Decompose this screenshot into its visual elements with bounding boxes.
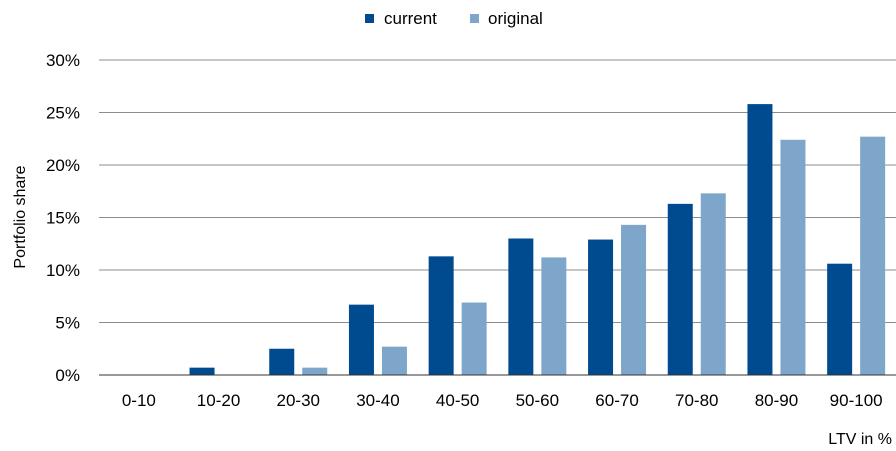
bars (189, 104, 886, 375)
x-tick-label: 70-80 (675, 391, 718, 410)
bar-original-60-70 (621, 224, 647, 375)
bar-original-50-60 (541, 257, 567, 375)
y-tick-label: 5% (55, 314, 80, 333)
x-axis-label: LTV in % (828, 431, 892, 448)
bar-original-70-80 (700, 193, 726, 375)
x-tick-label: 30-40 (356, 391, 399, 410)
legend-swatch-original (470, 14, 479, 23)
gridlines (99, 59, 896, 323)
x-tick-label: 20-30 (277, 391, 320, 410)
x-tick-label: 80-90 (755, 391, 798, 410)
bar-original-40-50 (461, 302, 487, 375)
bar-original-30-40 (381, 346, 407, 375)
bar-current-50-60 (508, 238, 534, 375)
x-tick-label: 40-50 (436, 391, 479, 410)
bar-current-90-100 (827, 263, 853, 375)
y-tick-label: 10% (46, 261, 80, 280)
legend-swatch-current (365, 14, 374, 23)
x-tick-label: 10-20 (197, 391, 240, 410)
bar-current-60-70 (588, 239, 614, 375)
legend-label-original: original (488, 9, 543, 28)
y-tick-label: 30% (46, 51, 80, 70)
y-tick-label: 25% (46, 104, 80, 123)
bar-original-20-30 (302, 367, 328, 375)
x-tick-labels: 0-10 10-20 20-30 30-40 40-50 50-60 60-70 70-80 8… (122, 391, 883, 410)
bar-current-20-30 (269, 348, 295, 375)
y-tick-labels: 0% 5% 10% 15% 20% 25% 30% (46, 51, 80, 385)
x-tick-label: 50-60 (516, 391, 559, 410)
bar-current-10-20 (189, 367, 215, 375)
x-tick-label: 0-10 (122, 391, 156, 410)
bar-current-30-40 (348, 304, 374, 375)
bar-original-80-90 (780, 139, 806, 375)
y-tick-label: 15% (46, 209, 80, 228)
bar-current-70-80 (667, 203, 693, 375)
legend: current original (365, 9, 543, 28)
bar-current-40-50 (428, 256, 454, 375)
bar-original-90-100 (860, 136, 886, 375)
x-tick-label: 90-100 (830, 391, 883, 410)
bar-current-80-90 (747, 104, 773, 375)
y-tick-label: 20% (46, 156, 80, 175)
y-axis-label: Portfolio share (12, 165, 29, 268)
x-tick-label: 60-70 (595, 391, 638, 410)
y-tick-label: 0% (55, 366, 80, 385)
legend-label-current: current (384, 9, 437, 28)
